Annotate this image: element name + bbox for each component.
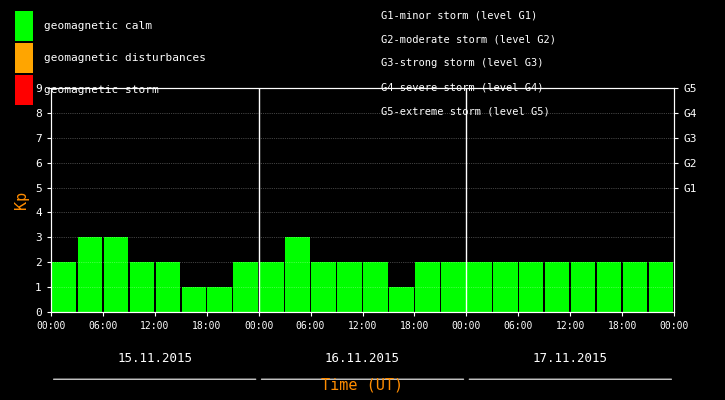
Bar — [363, 262, 388, 312]
Text: 15.11.2015: 15.11.2015 — [117, 352, 192, 365]
Bar — [545, 262, 569, 312]
Text: geomagnetic storm: geomagnetic storm — [44, 85, 158, 95]
Bar — [312, 262, 336, 312]
Text: G2-moderate storm (level G2): G2-moderate storm (level G2) — [381, 34, 555, 44]
Bar — [78, 237, 102, 312]
Bar — [571, 262, 595, 312]
Bar — [104, 237, 128, 312]
Bar — [286, 237, 310, 312]
Bar — [130, 262, 154, 312]
Bar — [207, 287, 232, 312]
Bar — [468, 262, 492, 312]
Text: geomagnetic disturbances: geomagnetic disturbances — [44, 53, 205, 63]
Bar — [156, 262, 180, 312]
Bar — [624, 262, 647, 312]
Text: geomagnetic calm: geomagnetic calm — [44, 21, 152, 31]
Text: G1-minor storm (level G1): G1-minor storm (level G1) — [381, 10, 537, 20]
Bar — [181, 287, 206, 312]
Text: G4-severe storm (level G4): G4-severe storm (level G4) — [381, 82, 543, 92]
Text: G3-strong storm (level G3): G3-strong storm (level G3) — [381, 58, 543, 68]
Bar — [233, 262, 257, 312]
Text: G5-extreme storm (level G5): G5-extreme storm (level G5) — [381, 106, 550, 116]
Bar — [649, 262, 674, 312]
Bar — [415, 262, 439, 312]
Y-axis label: Kp: Kp — [14, 191, 30, 209]
Text: 16.11.2015: 16.11.2015 — [325, 352, 400, 365]
Bar — [442, 262, 465, 312]
Bar — [597, 262, 621, 312]
Bar — [51, 262, 76, 312]
Text: Time (UT): Time (UT) — [321, 377, 404, 392]
Bar — [493, 262, 518, 312]
Bar — [260, 262, 283, 312]
Text: 17.11.2015: 17.11.2015 — [533, 352, 608, 365]
Bar — [337, 262, 362, 312]
Bar — [519, 262, 544, 312]
Bar — [389, 287, 413, 312]
